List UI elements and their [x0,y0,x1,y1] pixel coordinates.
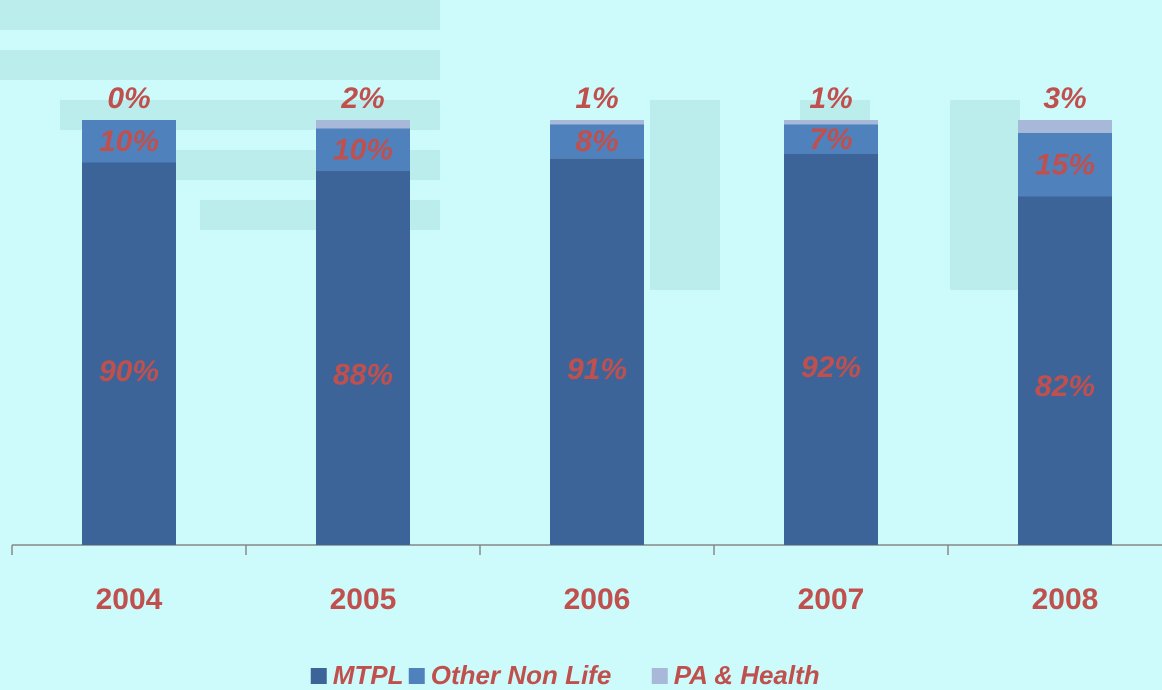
data-label: 3% [1043,82,1086,115]
legend-label: MTPL [333,660,404,690]
data-label: 92% [801,351,861,384]
legend-swatch [408,668,425,684]
x-tick-label: 2006 [564,583,631,616]
legend-label: Other Non Life [431,660,612,690]
data-label: 90% [99,355,159,388]
data-label: 1% [575,82,618,115]
bar-segment [82,162,176,545]
bar-segment [316,171,410,545]
data-label: 15% [1035,149,1095,182]
data-label: 1% [809,82,852,115]
bar-segment [550,120,644,125]
bar-segment [784,154,878,545]
data-label: 8% [575,125,618,158]
bar-segment [784,124,878,154]
x-tick-label: 2008 [1032,583,1099,616]
x-tick-label: 2005 [330,583,397,616]
data-label: 10% [99,125,159,158]
data-label: 2% [340,82,384,115]
legend-label: PA & Health [674,660,820,690]
bar-segment [1018,196,1112,545]
bar-segment [316,128,410,171]
bar-segment [784,120,878,125]
bar-segment [550,158,644,545]
bar-segment [316,120,410,129]
data-label: 82% [1035,370,1095,403]
legend-swatch [310,668,327,684]
bar-segment [550,124,644,159]
x-tick-label: 2004 [96,583,163,616]
legend-swatch [651,668,668,684]
data-label: 0% [107,82,150,115]
data-label: 91% [567,353,627,386]
data-label: 10% [333,134,393,167]
x-tick-label: 2007 [798,583,865,616]
bar-segment [1018,132,1112,197]
data-label: 7% [809,123,852,156]
bar-segment [82,120,176,163]
data-label: 88% [333,359,393,392]
bar-segment [1018,120,1112,133]
